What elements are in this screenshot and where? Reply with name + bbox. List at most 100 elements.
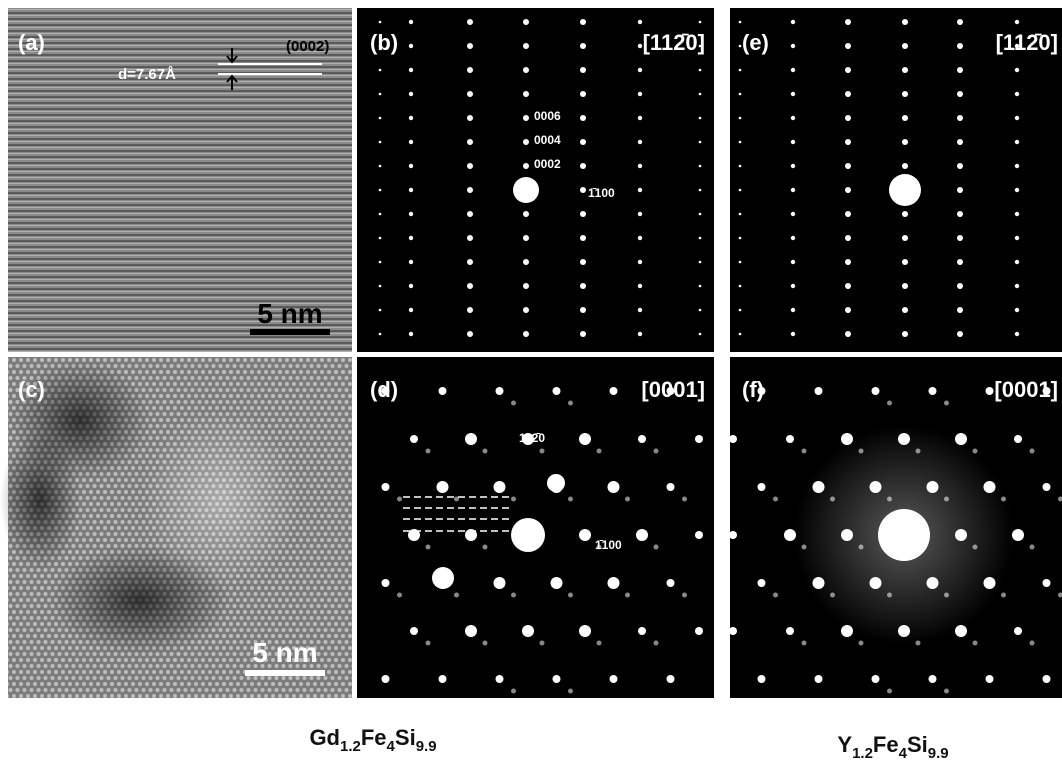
spot <box>580 259 586 265</box>
spot <box>845 139 851 145</box>
spot <box>791 188 795 192</box>
spot <box>523 139 529 145</box>
spot <box>580 91 586 97</box>
spot <box>547 474 565 492</box>
spot <box>409 116 413 120</box>
spot <box>902 139 908 145</box>
spot <box>845 43 851 49</box>
spot <box>699 69 702 72</box>
spot <box>902 235 908 241</box>
spot <box>382 675 390 683</box>
plane-label: (0002) <box>286 38 329 55</box>
weak-spot <box>568 497 573 502</box>
spot <box>1014 435 1022 443</box>
spot <box>699 117 702 120</box>
element: Gd <box>309 725 340 750</box>
weak-spot <box>597 641 602 646</box>
spot <box>902 259 908 265</box>
scale-label: 5 nm <box>252 637 317 668</box>
spot <box>638 68 642 72</box>
spot <box>845 163 851 169</box>
spot <box>699 309 702 312</box>
spot <box>695 435 703 443</box>
spot <box>845 331 851 337</box>
spot <box>699 141 702 144</box>
spot <box>1015 308 1019 312</box>
spot <box>845 67 851 73</box>
spot <box>638 188 642 192</box>
element: Fe <box>361 725 387 750</box>
weak-spot <box>654 449 659 454</box>
spot <box>791 260 795 264</box>
spot <box>580 235 586 241</box>
weak-spot <box>397 593 402 598</box>
spot <box>667 483 675 491</box>
weak-spot <box>773 593 778 598</box>
spot <box>382 579 390 587</box>
spot <box>902 331 908 337</box>
weak-spot <box>654 641 659 646</box>
spot <box>758 483 766 491</box>
spot <box>638 164 642 168</box>
spot <box>409 260 413 264</box>
spot <box>791 236 795 240</box>
spot <box>379 69 382 72</box>
panel-label: (b) <box>370 30 398 55</box>
weak-spot <box>511 689 516 694</box>
spot <box>467 307 473 313</box>
spot <box>409 284 413 288</box>
spot <box>409 68 413 72</box>
zone-axis: [0001] <box>641 377 705 402</box>
spot <box>409 188 413 192</box>
spot <box>523 331 529 337</box>
spot <box>1015 92 1019 96</box>
page: {"panels": { "a": {"label": "(a)", "plan… <box>0 0 1062 766</box>
spot <box>957 163 963 169</box>
spot <box>638 236 642 240</box>
spot <box>845 259 851 265</box>
spot <box>410 435 418 443</box>
spot <box>1015 140 1019 144</box>
spot <box>638 260 642 264</box>
spot <box>739 261 742 264</box>
subscript: 9.9 <box>416 738 437 755</box>
spot <box>1015 116 1019 120</box>
diffuse-halo <box>794 425 1014 645</box>
panel-label: (e) <box>742 30 769 55</box>
weak-spot <box>511 497 516 502</box>
spot <box>638 140 642 144</box>
spot <box>699 93 702 96</box>
spot <box>523 307 529 313</box>
weak-spot <box>944 689 949 694</box>
spot <box>409 308 413 312</box>
element: Si <box>907 732 928 757</box>
spot <box>467 139 473 145</box>
spot <box>553 387 561 395</box>
weak-spot <box>887 401 892 406</box>
spot <box>439 387 447 395</box>
spot <box>957 211 963 217</box>
spot <box>1015 68 1019 72</box>
weak-spot <box>1001 593 1006 598</box>
spot <box>902 115 908 121</box>
spot <box>379 213 382 216</box>
spot <box>409 92 413 96</box>
spot <box>1043 579 1051 587</box>
weak-spot <box>944 401 949 406</box>
spot <box>494 577 506 589</box>
spot <box>638 116 642 120</box>
spot <box>523 43 529 49</box>
weak-spot <box>483 545 488 550</box>
weak-spot <box>483 641 488 646</box>
spot <box>379 237 382 240</box>
spot <box>1015 212 1019 216</box>
spot <box>580 283 586 289</box>
subscript: 1.2 <box>852 745 873 762</box>
spot <box>580 19 586 25</box>
spot <box>791 68 795 72</box>
spot <box>379 21 382 24</box>
spot <box>467 43 473 49</box>
panel-label: (d) <box>370 377 398 402</box>
spot-index: 112̄0 <box>519 431 545 445</box>
weak-spot <box>654 545 659 550</box>
